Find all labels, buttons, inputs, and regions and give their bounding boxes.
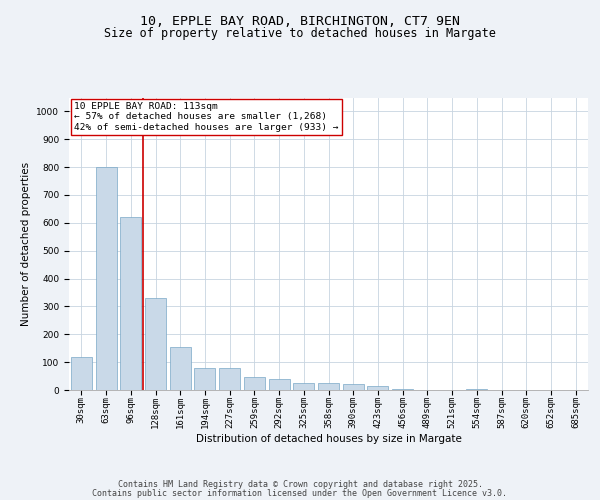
Bar: [120, 218, 141, 390]
X-axis label: Distribution of detached houses by size in Margate: Distribution of detached houses by size …: [196, 434, 461, 444]
Bar: [219, 368, 240, 390]
Text: 10, EPPLE BAY ROAD, BIRCHINGTON, CT7 9EN: 10, EPPLE BAY ROAD, BIRCHINGTON, CT7 9EN: [140, 15, 460, 28]
Bar: [244, 378, 265, 390]
Bar: [367, 386, 388, 390]
Bar: [343, 384, 364, 390]
Bar: [145, 298, 166, 390]
Bar: [466, 388, 487, 390]
Bar: [194, 368, 215, 390]
Bar: [170, 347, 191, 390]
Bar: [71, 356, 92, 390]
Bar: [95, 167, 116, 390]
Bar: [269, 379, 290, 390]
Text: 10 EPPLE BAY ROAD: 113sqm
← 57% of detached houses are smaller (1,268)
42% of se: 10 EPPLE BAY ROAD: 113sqm ← 57% of detac…: [74, 102, 338, 132]
Bar: [318, 383, 339, 390]
Bar: [293, 383, 314, 390]
Text: Size of property relative to detached houses in Margate: Size of property relative to detached ho…: [104, 28, 496, 40]
Text: Contains public sector information licensed under the Open Government Licence v3: Contains public sector information licen…: [92, 489, 508, 498]
Text: Contains HM Land Registry data © Crown copyright and database right 2025.: Contains HM Land Registry data © Crown c…: [118, 480, 482, 489]
Y-axis label: Number of detached properties: Number of detached properties: [21, 162, 31, 326]
Bar: [392, 388, 413, 390]
